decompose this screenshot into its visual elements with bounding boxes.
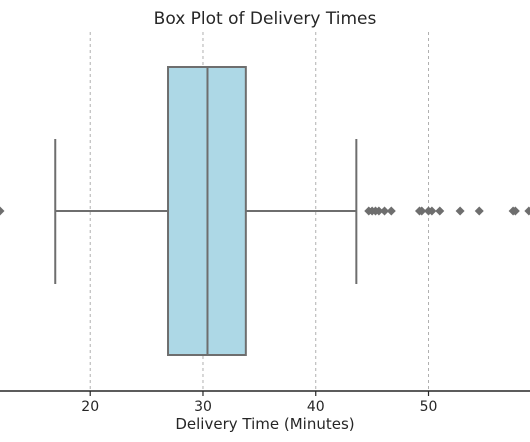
outlier-point — [474, 206, 484, 216]
outlier-point — [380, 206, 390, 216]
x-tick-label: 20 — [81, 399, 99, 415]
outlier-point — [386, 206, 396, 216]
outlier-point — [374, 206, 384, 216]
x-tick-label: 40 — [307, 399, 325, 415]
x-tick-label: 50 — [420, 399, 438, 415]
outlier-point — [427, 206, 437, 216]
x-tick-label: 30 — [194, 399, 212, 415]
outlier-points — [0, 206, 530, 216]
outlier-point — [417, 206, 427, 216]
x-axis-title: Delivery Time (Minutes) — [175, 415, 354, 433]
chart-title: Box Plot of Delivery Times — [154, 9, 377, 29]
x-axis-ticks: 20 30 40 50 — [81, 391, 437, 415]
outlier-point — [0, 206, 5, 216]
outlier-point — [510, 206, 520, 216]
outlier-point — [524, 206, 530, 216]
outlier-point — [455, 206, 465, 216]
outlier-point — [435, 206, 445, 216]
